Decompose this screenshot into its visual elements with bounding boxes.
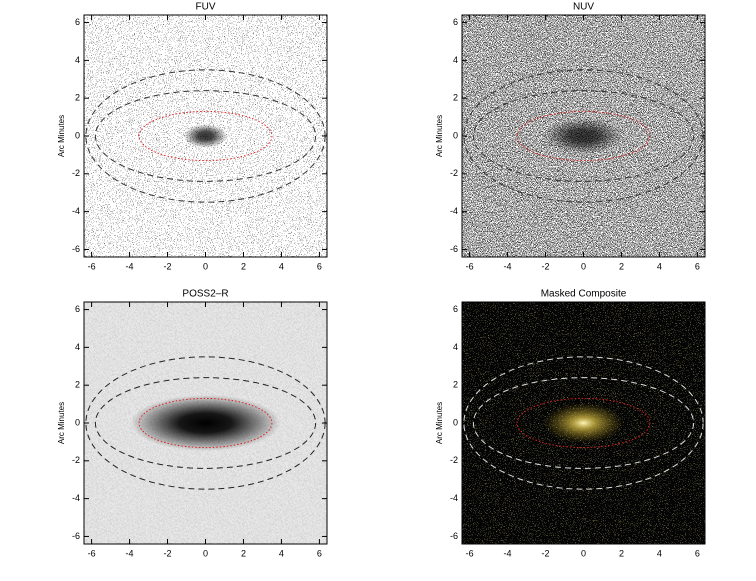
x-tick-label: 4 [657, 548, 662, 558]
panel-title: Masked Composite [541, 289, 627, 300]
y-tick-label: 0 [453, 417, 458, 427]
y-tick-label: 0 [75, 130, 80, 140]
y-tick-label: -6 [72, 531, 80, 541]
x-tick-label: 0 [203, 548, 208, 558]
y-tick-label: -6 [450, 531, 458, 541]
panel-title: NUV [573, 2, 594, 13]
aperture-ellipse [516, 110, 651, 162]
y-tick-label: 4 [453, 342, 458, 352]
x-tick-label: -2 [542, 548, 550, 558]
y-tick-label: 4 [453, 55, 458, 65]
y-tick-label: 6 [453, 17, 458, 27]
x-tick-label: -6 [88, 548, 96, 558]
x-tick-label: 2 [619, 261, 624, 271]
galaxy [543, 118, 624, 154]
y-tick-label: 2 [75, 93, 80, 103]
panel: -6 -4 -2 0 2 4 6 -6 -4 -2 0 2 4 6 FUV Arc Minutes [57, 2, 328, 271]
panel: -6 -4 -2 0 2 4 6 -6 -4 -2 0 2 4 6 NUV Arc Minutes [435, 2, 706, 271]
x-tick-label: 6 [317, 261, 322, 271]
panel-title: FUV [196, 2, 216, 13]
panel: -6 -4 -2 0 2 4 6 -6 -4 -2 0 2 4 6 POSS2–R Arc Minutes [57, 289, 328, 558]
x-tick-label: 4 [657, 261, 662, 271]
x-tick-label: 4 [279, 548, 284, 558]
x-tick-label: -2 [164, 261, 172, 271]
y-tick-label: -6 [72, 244, 80, 254]
y-tick-label: 2 [453, 380, 458, 390]
y-tick-label: -6 [450, 244, 458, 254]
x-tick-label: 0 [581, 261, 586, 271]
aperture-ellipse [516, 397, 651, 449]
x-tick-label: -4 [504, 261, 512, 271]
y-tick-label: 4 [75, 342, 80, 352]
y-tick-label: -4 [450, 206, 458, 216]
x-tick-label: 2 [241, 548, 246, 558]
y-tick-label: -2 [450, 168, 458, 178]
y-tick-label: 0 [75, 417, 80, 427]
aperture-ellipse [472, 377, 695, 469]
x-tick-label: -6 [466, 548, 474, 558]
x-tick-label: 6 [695, 261, 700, 271]
x-tick-label: 6 [695, 548, 700, 558]
x-tick-label: -2 [542, 261, 550, 271]
aperture-ellipse [472, 90, 695, 182]
x-tick-label: -6 [466, 261, 474, 271]
y-tick-label: -2 [72, 168, 80, 178]
x-tick-label: -2 [164, 548, 172, 558]
x-tick-label: -4 [126, 261, 134, 271]
aperture-ellipse [138, 397, 273, 449]
y-axis-label: Arc Minutes [435, 402, 444, 444]
y-axis-label: Arc Minutes [57, 115, 66, 157]
y-tick-label: -4 [72, 493, 80, 503]
galaxy [543, 403, 624, 443]
x-tick-label: 4 [279, 261, 284, 271]
panel-title: POSS2–R [182, 289, 228, 300]
aperture-ellipse [94, 90, 317, 182]
y-tick-label: 0 [453, 130, 458, 140]
y-axis-label: Arc Minutes [435, 115, 444, 157]
y-tick-label: 4 [75, 55, 80, 65]
aperture-ellipse [94, 377, 317, 469]
panel: -6 -4 -2 0 2 4 6 -6 -4 -2 0 2 4 6 Masked Composite Arc … [435, 289, 706, 558]
x-tick-label: 2 [241, 261, 246, 271]
x-tick-label: 0 [203, 261, 208, 271]
y-axis-label: Arc Minutes [57, 402, 66, 444]
x-tick-label: 6 [317, 548, 322, 558]
y-tick-label: -2 [72, 455, 80, 465]
galaxy [183, 124, 228, 148]
x-tick-label: -4 [126, 548, 134, 558]
x-tick-label: 2 [619, 548, 624, 558]
y-tick-label: 6 [453, 304, 458, 314]
aperture-ellipse [138, 110, 273, 162]
y-tick-label: -4 [72, 206, 80, 216]
y-tick-label: 2 [453, 93, 458, 103]
x-tick-label: -6 [88, 261, 96, 271]
x-tick-label: 0 [581, 548, 586, 558]
y-tick-label: 6 [75, 304, 80, 314]
y-tick-label: -2 [450, 455, 458, 465]
x-tick-label: -4 [504, 548, 512, 558]
y-tick-label: -4 [450, 493, 458, 503]
galaxy [130, 395, 281, 451]
y-tick-label: 6 [75, 17, 80, 27]
y-tick-label: 2 [75, 380, 80, 390]
